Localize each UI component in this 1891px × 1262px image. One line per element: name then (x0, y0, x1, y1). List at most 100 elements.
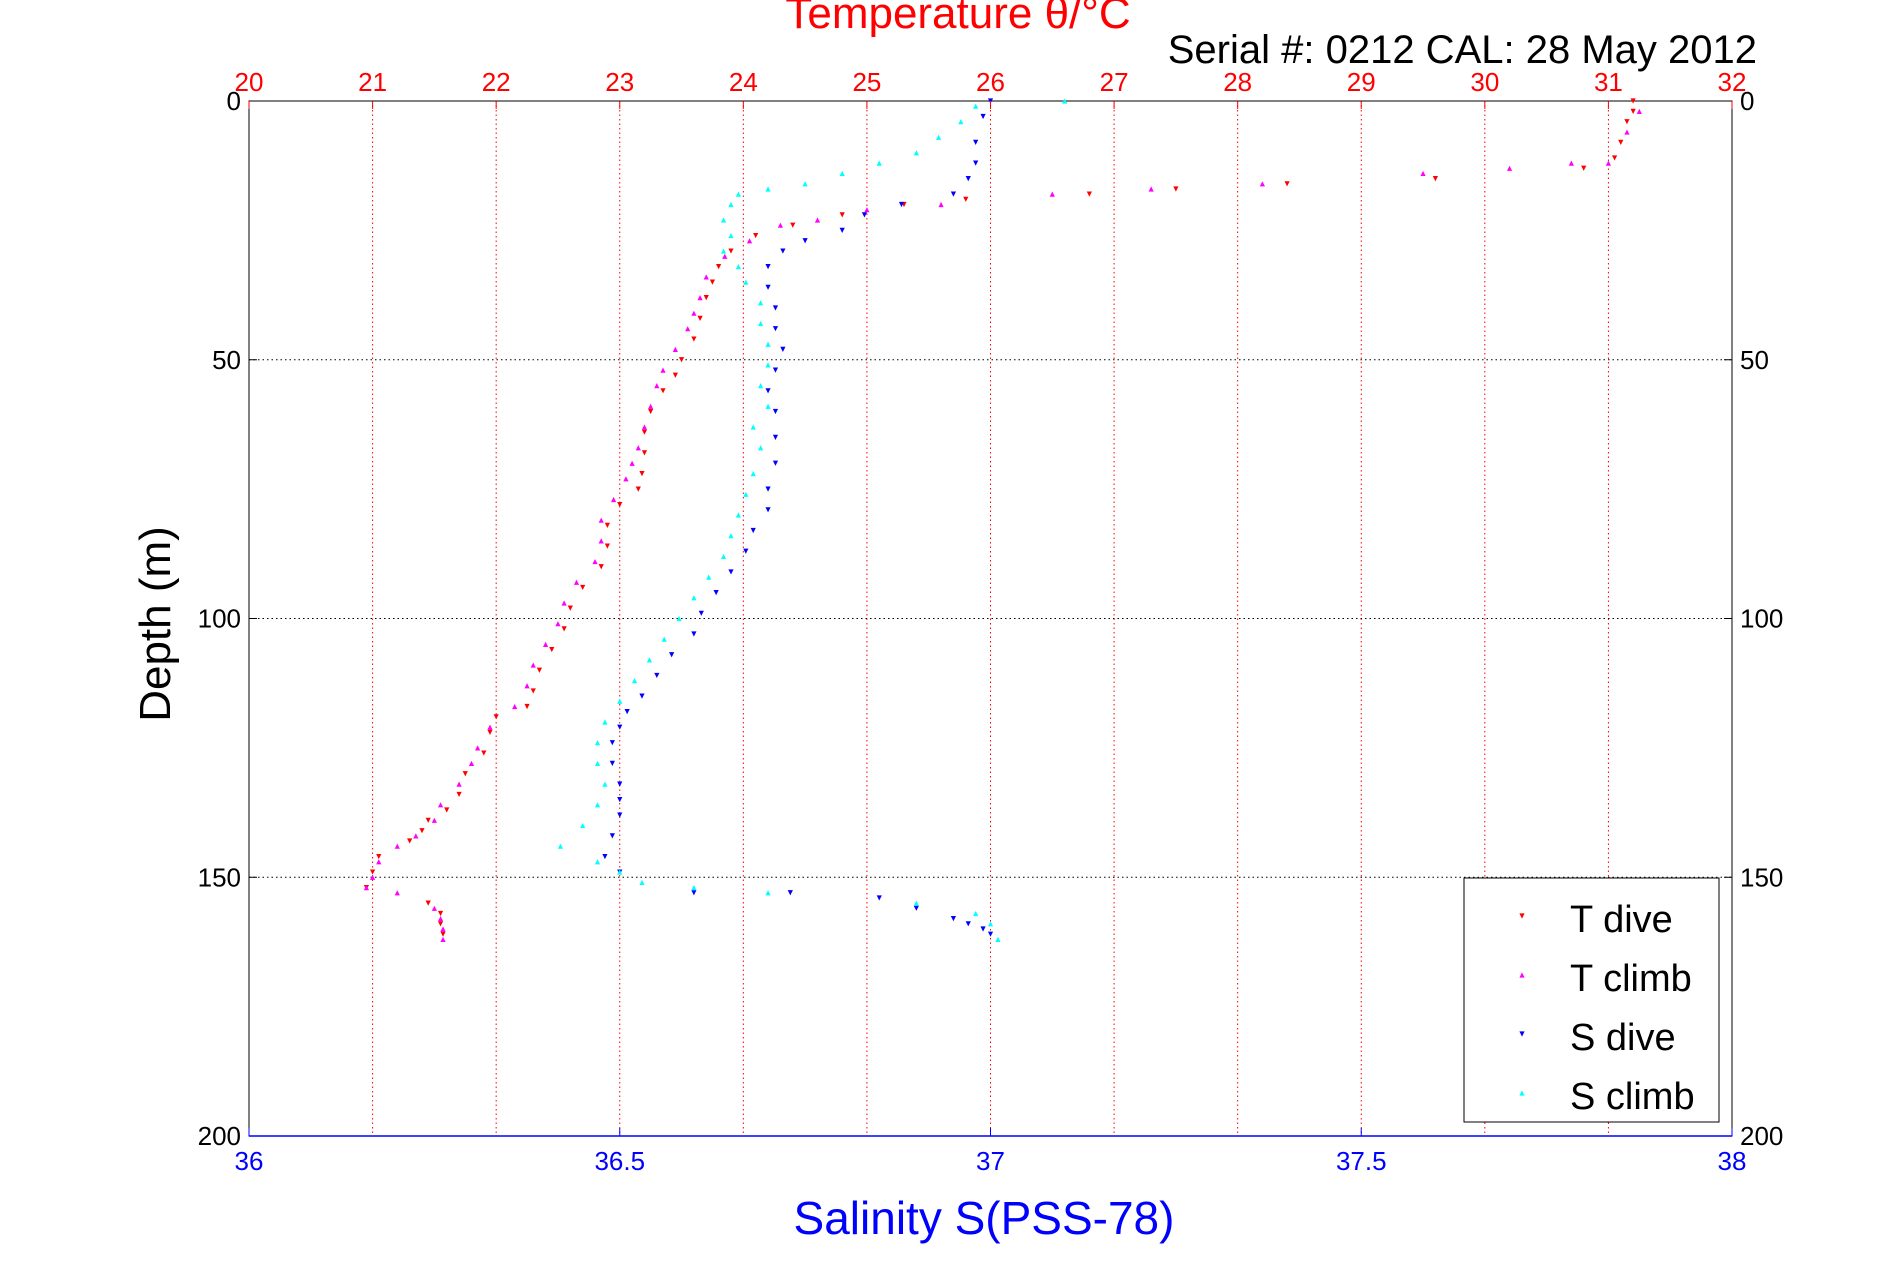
data-point (1173, 186, 1179, 192)
data-point (635, 486, 641, 492)
data-point (965, 921, 971, 927)
data-point (598, 538, 604, 544)
tick-label-depth-left: 150 (198, 862, 241, 892)
data-point (839, 227, 845, 233)
data-point (772, 408, 779, 415)
legend-label: T dive (1570, 899, 1673, 941)
data-point (512, 703, 518, 710)
data-point (641, 424, 648, 430)
tick-label-depth-left: 100 (198, 604, 241, 634)
data-point (493, 714, 499, 720)
data-point (440, 931, 446, 937)
data-point (468, 760, 475, 766)
data-point (1636, 108, 1642, 114)
data-point (935, 134, 942, 140)
y-axis-label: Depth (m) (131, 526, 180, 722)
data-point (1062, 98, 1068, 104)
data-point (617, 781, 623, 787)
data-point (1148, 186, 1154, 192)
data-point (639, 471, 645, 477)
data-point (672, 346, 678, 352)
data-point (898, 201, 905, 208)
data-point (617, 724, 623, 730)
tick-label-temperature: 31 (1594, 67, 1623, 97)
data-point (1618, 139, 1624, 145)
data-point (950, 191, 957, 197)
data-point (475, 745, 481, 751)
data-point (609, 760, 615, 766)
data-point (413, 833, 419, 839)
data-point (1568, 160, 1574, 166)
data-point (746, 238, 753, 244)
data-point (549, 646, 555, 653)
tick-label-salinity: 36 (235, 1146, 264, 1176)
data-point (1611, 155, 1618, 161)
data-point (617, 812, 623, 818)
data-point (610, 496, 617, 503)
data-point (604, 522, 610, 528)
data-point (672, 372, 678, 378)
series-t-climb (363, 108, 1642, 942)
data-point (938, 201, 944, 208)
data-point (678, 357, 685, 363)
data-point (481, 750, 487, 756)
data-point (743, 279, 749, 285)
data-point (594, 740, 601, 746)
data-point (594, 859, 601, 865)
data-point (617, 869, 623, 875)
tick-label-temperature: 22 (482, 67, 511, 97)
data-point (369, 874, 376, 880)
data-point (691, 336, 697, 342)
data-point (617, 797, 623, 803)
data-point (728, 232, 734, 239)
data-point (720, 248, 727, 254)
data-point (765, 362, 771, 368)
data-point (431, 817, 437, 823)
data-point (419, 828, 425, 834)
tick-label-depth-left: 0 (227, 86, 241, 116)
data-point (609, 833, 615, 839)
data-point (617, 502, 623, 508)
tick-label-salinity: 36.5 (594, 1146, 645, 1176)
data-point (1049, 191, 1055, 197)
data-point (661, 636, 667, 642)
data-point (758, 320, 764, 327)
data-point (765, 341, 771, 347)
data-point (609, 740, 615, 746)
data-point (623, 476, 629, 482)
legend-label: T climb (1570, 958, 1692, 1000)
data-point (987, 921, 994, 927)
data-point (790, 222, 796, 228)
data-point (437, 910, 444, 917)
data-point (839, 170, 845, 177)
data-point (706, 574, 712, 580)
data-point (654, 672, 660, 679)
tick-label-salinity: 37.5 (1336, 1146, 1387, 1176)
x-axis-label-salinity: Salinity S(PSS-78) (794, 1192, 1175, 1244)
data-point (639, 879, 645, 886)
data-point (524, 683, 530, 689)
data-point (716, 264, 722, 270)
chart-subtitle: Serial #: 0212 CAL: 28 May 2012 (1168, 28, 1757, 72)
data-point (913, 150, 919, 156)
series-t-dive (363, 98, 1636, 937)
data-point (456, 781, 462, 787)
tick-label-depth-right: 100 (1740, 604, 1783, 634)
data-point (567, 605, 573, 611)
data-point (555, 621, 561, 627)
data-point (594, 760, 601, 766)
data-point (631, 678, 638, 684)
data-point (735, 512, 741, 518)
data-point (456, 791, 462, 798)
data-point (1259, 181, 1265, 187)
tick-label-depth-left: 50 (212, 345, 241, 375)
legend-marker (1519, 913, 1525, 919)
data-point (641, 429, 648, 435)
data-point (703, 295, 709, 301)
data-point (973, 139, 979, 145)
data-point (669, 652, 675, 658)
data-point (758, 445, 764, 451)
data-point (580, 584, 586, 591)
data-point (765, 264, 771, 270)
data-point (543, 641, 549, 647)
